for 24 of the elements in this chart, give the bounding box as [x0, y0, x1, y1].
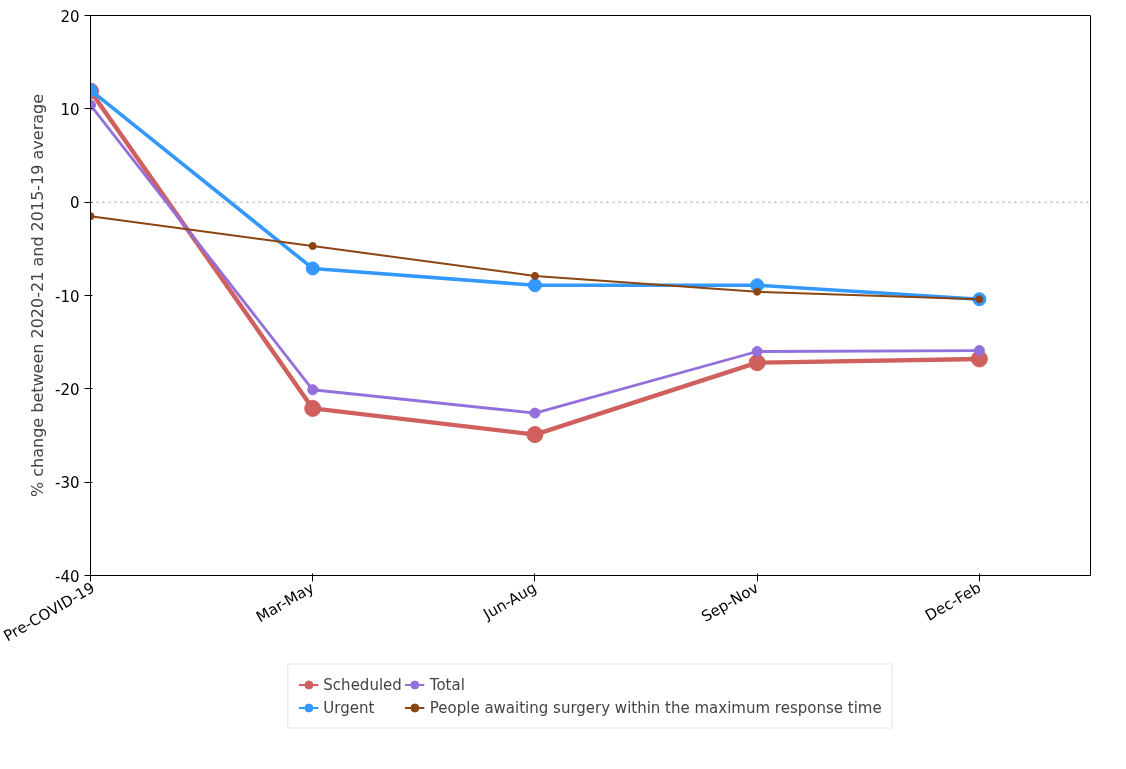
- y-tick-label: -20: [55, 380, 80, 399]
- y-tick-label: -30: [55, 474, 80, 493]
- legend-label: People awaiting surgery within the maximum response time: [429, 698, 882, 717]
- legend-label: Total: [429, 675, 465, 694]
- point: [748, 354, 766, 372]
- y-tick-label: -10: [55, 287, 80, 306]
- point: [751, 346, 763, 357]
- point: [530, 271, 539, 280]
- legend-label: Urgent: [323, 698, 375, 717]
- point: [973, 345, 985, 357]
- point: [304, 399, 322, 417]
- y-tick-label: 10: [60, 100, 80, 119]
- point: [529, 407, 541, 419]
- point: [526, 426, 544, 444]
- point: [308, 242, 317, 251]
- point: [305, 261, 320, 276]
- y-tick-label: 20: [60, 7, 80, 26]
- point: [527, 278, 542, 293]
- legend-label: Scheduled: [323, 675, 402, 694]
- point: [307, 384, 319, 396]
- y-axis-title: % change between 2020-21 and 2015-19 average: [28, 93, 47, 498]
- y-tick-label: -40: [55, 567, 80, 586]
- point: [753, 287, 762, 296]
- y-tick-label: 0: [69, 194, 80, 213]
